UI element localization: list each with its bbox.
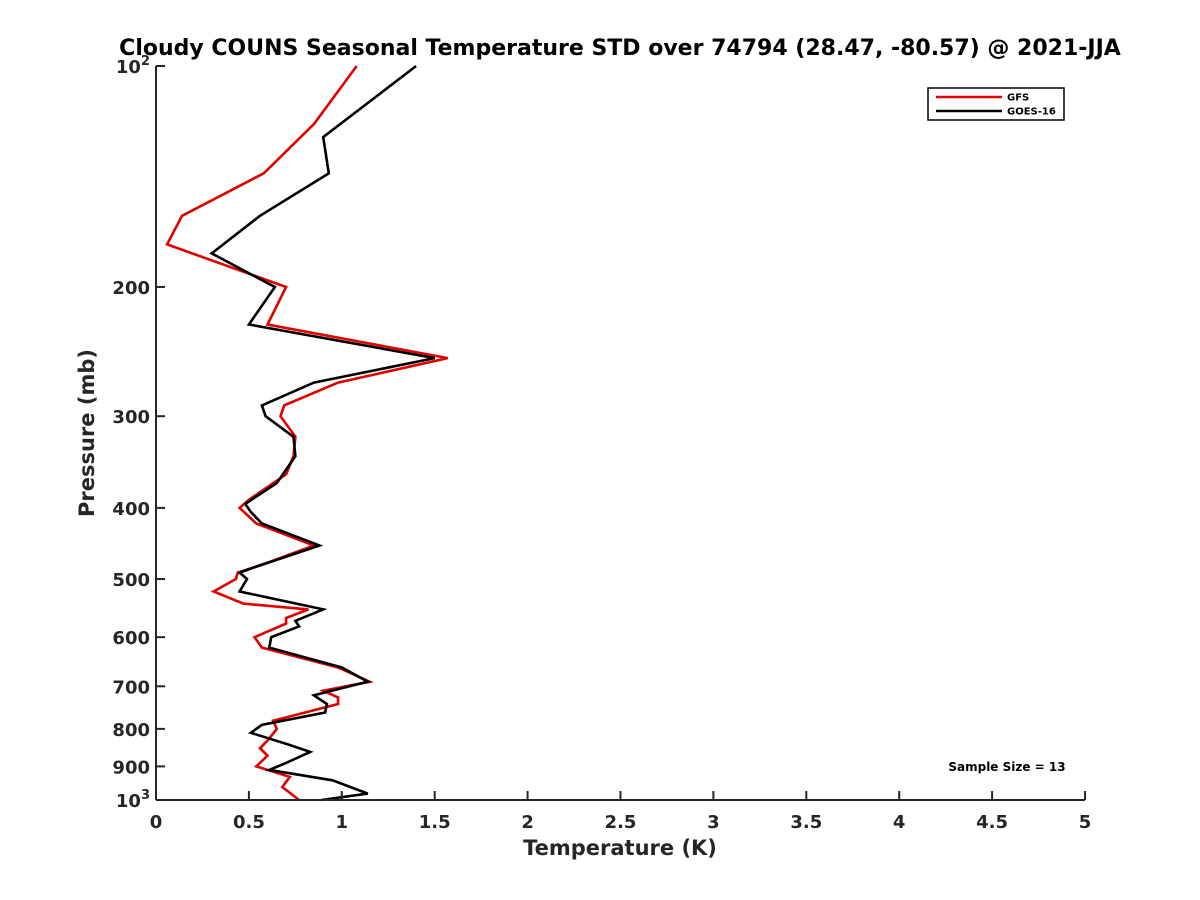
y-tick-label: 200 [112, 278, 150, 299]
y-tick-label: 500 [112, 570, 150, 591]
x-tick-label: 1 [336, 812, 349, 833]
x-tick-label: 0.5 [233, 812, 265, 833]
x-tick-label: 2.5 [605, 812, 637, 833]
chart-title: Cloudy COUNS Seasonal Temperature STD ov… [119, 36, 1121, 61]
y-tick-label: 900 [112, 757, 150, 778]
x-tick-label: 2 [521, 812, 534, 833]
x-axis-label: Temperature (K) [523, 836, 717, 860]
x-tick-label: 3 [707, 812, 720, 833]
axes: 0 0.5 1 1.5 2 2.5 3 3.5 4 4.5 5 102 200 300 400 500 600 7… [112, 54, 1091, 833]
y-tick-label: 800 [112, 720, 150, 741]
sample-size-annotation: Sample Size = 13 [948, 760, 1065, 774]
y-tick-label: 103 [116, 788, 150, 812]
legend-label: GFS [1007, 93, 1029, 104]
plot-lines [165, 64, 448, 802]
series-line-gfs [165, 65, 448, 802]
y-tick-label: 700 [112, 677, 150, 698]
x-tick-label: 5 [1079, 812, 1092, 833]
x-tick-label: 1.5 [419, 812, 451, 833]
y-tick-label: 102 [116, 54, 150, 78]
y-tick-label: 400 [112, 499, 150, 520]
legend-box [927, 87, 1065, 121]
x-tick-label: 4 [893, 812, 906, 833]
y-axis-label: Pressure (mb) [75, 349, 99, 517]
x-tick-label: 0 [150, 812, 163, 833]
legend: GFS GOES-16 [927, 87, 1065, 121]
y-tick-label: 600 [112, 628, 150, 649]
series-line-goes-16 [209, 64, 435, 802]
x-tick-label: 4.5 [976, 812, 1008, 833]
legend-label: GOES-16 [1007, 107, 1056, 118]
x-tick-label: 3.5 [790, 812, 822, 833]
y-tick-label: 300 [112, 407, 150, 428]
